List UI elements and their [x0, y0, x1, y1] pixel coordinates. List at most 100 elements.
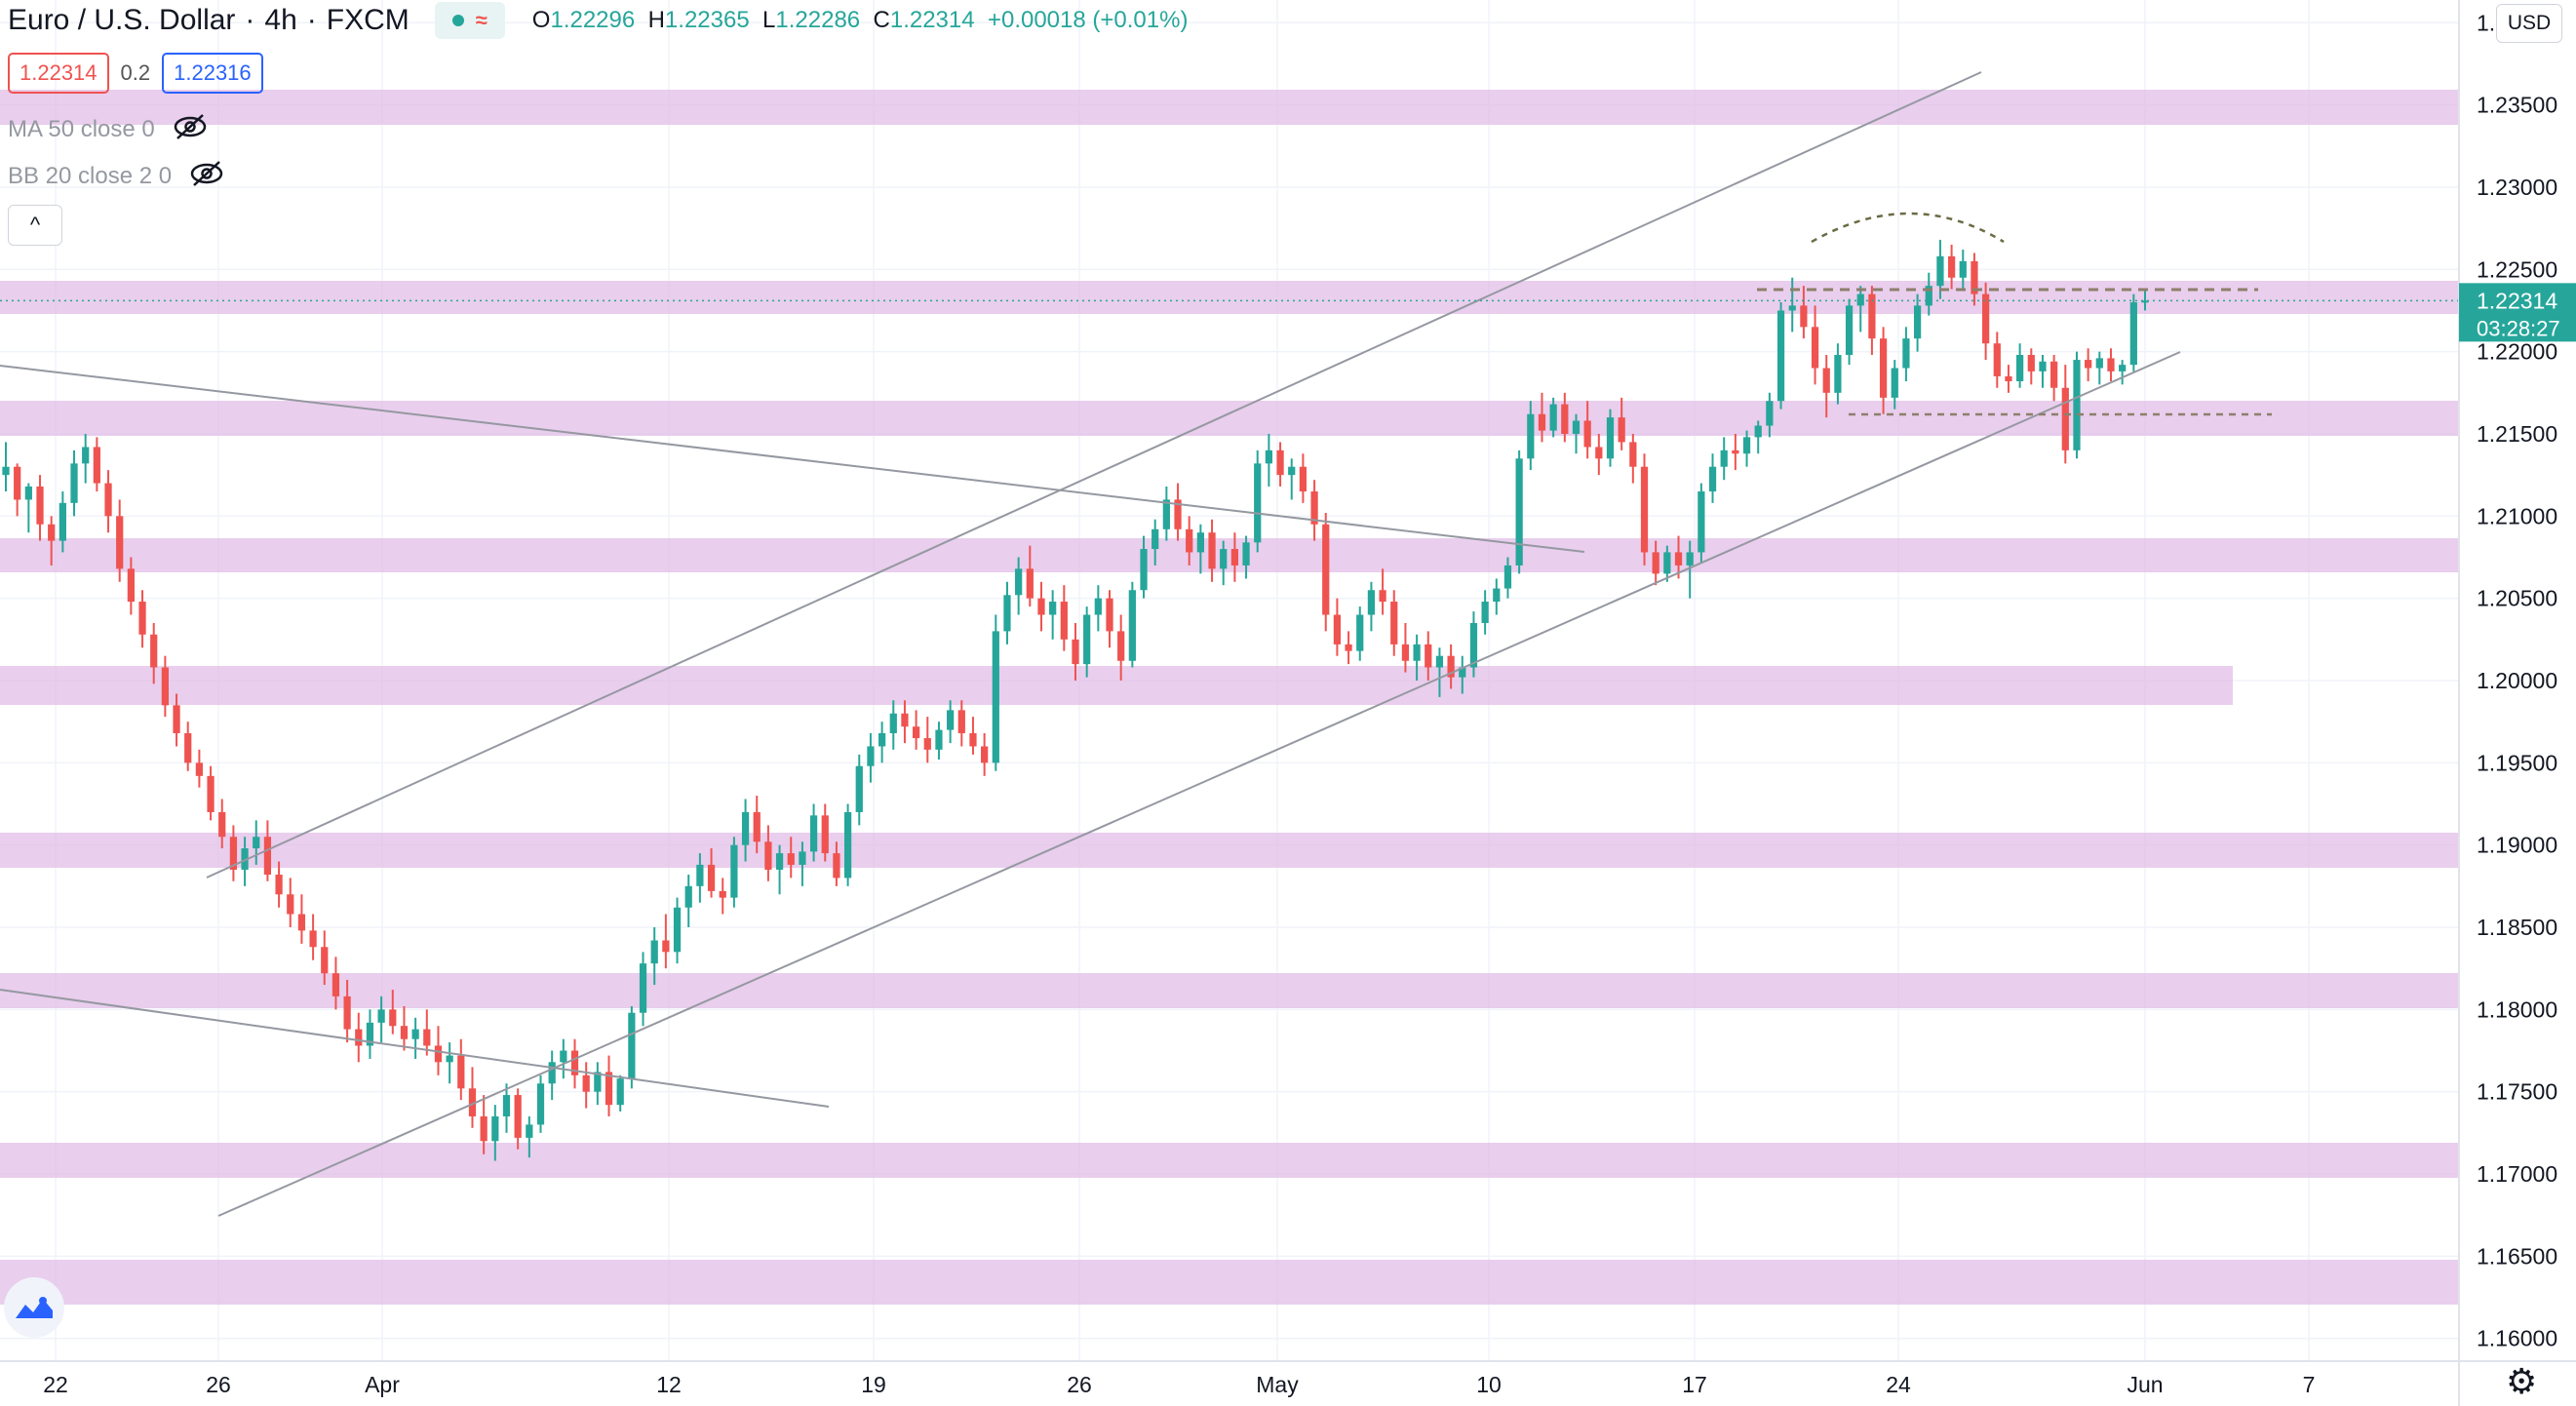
candle-body — [1527, 413, 1535, 459]
high-value: 1.22365 — [664, 7, 750, 33]
candle-body — [297, 914, 306, 931]
candle-body — [1333, 614, 1342, 644]
candle-body — [684, 885, 692, 908]
tradingview-logo-icon — [16, 1297, 53, 1318]
sr-zone — [0, 973, 2459, 1008]
candle-body — [321, 947, 329, 974]
tradingview-logo[interactable] — [4, 1277, 64, 1338]
candle-body — [400, 1026, 409, 1039]
candle-body — [2039, 361, 2047, 371]
candle-body — [24, 486, 32, 500]
sr-zone — [0, 833, 2459, 868]
candle-body — [1698, 491, 1705, 553]
candle-body — [2085, 360, 2092, 369]
indicator-bb-label: BB 20 close 2 0 — [8, 162, 173, 189]
eye-off-icon[interactable] — [173, 113, 208, 145]
candle-body — [662, 940, 670, 953]
candle-body — [514, 1095, 522, 1138]
buy-price-button[interactable]: 1.22316 — [162, 53, 263, 94]
time-tick-label: Apr — [365, 1372, 400, 1397]
settings-gear-icon[interactable]: ⚙ — [2506, 1361, 2538, 1401]
time-tick-label: Jun — [2127, 1372, 2163, 1397]
candle-body — [1674, 552, 1683, 566]
candle-body — [1663, 552, 1671, 574]
candle-body — [173, 705, 180, 733]
candle-body — [1220, 549, 1228, 569]
sell-price-button[interactable]: 1.22314 — [8, 53, 109, 94]
candle-body — [36, 486, 44, 525]
candle-body — [48, 524, 56, 541]
candle-body — [70, 463, 78, 503]
candle-body — [1425, 644, 1432, 668]
currency-button[interactable]: USD — [2496, 4, 2562, 43]
candle-body — [491, 1115, 499, 1142]
candle-body — [1583, 420, 1591, 448]
candle-body — [947, 710, 955, 730]
collapse-legend-button[interactable]: ^ — [8, 205, 62, 246]
candle-body — [1299, 466, 1308, 492]
candle-body — [1561, 404, 1569, 434]
candle-body — [1094, 598, 1102, 615]
candle-body — [1686, 552, 1694, 566]
time-tick-label: 19 — [861, 1372, 886, 1397]
candle-body — [2107, 358, 2115, 371]
candle-body — [1435, 655, 1444, 668]
spread-value: 0.2 — [120, 60, 151, 85]
candle-body — [1572, 420, 1581, 434]
candle-body — [650, 940, 658, 964]
sr-zone — [0, 538, 2459, 572]
candle-body — [1618, 417, 1625, 443]
price-tick-label: 1.23000 — [2477, 175, 2557, 200]
chevron-up-icon: ^ — [29, 213, 41, 237]
candle-body — [1549, 404, 1557, 431]
candle-body — [2, 466, 10, 476]
ohlc-readout: O1.22296 H1.22365 L1.22286 C1.22314 +0.0… — [532, 7, 1189, 34]
time-tick-label: 17 — [1682, 1372, 1707, 1397]
candle-body — [1356, 614, 1364, 651]
candle-body — [377, 1009, 385, 1023]
candle-body — [1595, 447, 1603, 459]
exchange-label: FXCM — [326, 4, 410, 36]
candle-body — [878, 732, 886, 747]
candle-body — [1959, 260, 1967, 278]
candle-body — [1822, 368, 1830, 393]
high-label: H — [647, 7, 665, 33]
timeframe-label[interactable]: 4h — [264, 4, 297, 36]
candle-body — [423, 1029, 431, 1046]
market-status-button[interactable]: ≈ — [434, 2, 505, 39]
candle-body — [184, 732, 192, 763]
sr-zone — [0, 401, 2459, 436]
separator: · — [306, 4, 317, 36]
candle-body — [309, 930, 317, 948]
candle-body — [1515, 458, 1523, 566]
candle-body — [389, 1009, 397, 1027]
symbol-title[interactable]: Euro / U.S. Dollar — [8, 4, 236, 36]
candle-body — [1254, 463, 1262, 543]
candle-body — [1060, 602, 1068, 640]
candle-body — [1834, 355, 1842, 393]
candle-body — [1811, 327, 1819, 369]
price-tick-label: 1.23500 — [2477, 93, 2557, 118]
candle-body — [639, 963, 647, 1013]
candle-body — [275, 875, 283, 895]
sr-zone — [0, 90, 2459, 125]
indicator-bb-row[interactable]: BB 20 close 2 0 — [8, 160, 224, 192]
price-tag — [2459, 283, 2576, 342]
time-tick-label: 10 — [1476, 1372, 1502, 1397]
sr-zone — [0, 1260, 2459, 1305]
descending-trend-line-lower — [0, 989, 830, 1108]
candle-body — [241, 848, 249, 870]
price-tick-label: 1.16500 — [2477, 1243, 2557, 1269]
candle-body — [218, 811, 226, 838]
time-tick-label: 26 — [1067, 1372, 1092, 1397]
candle-body — [787, 853, 795, 865]
candle-body — [1776, 310, 1785, 402]
time-tick-label: 24 — [1886, 1372, 1911, 1397]
time-tick-label: May — [1256, 1372, 1299, 1397]
candle-body — [253, 837, 260, 849]
eye-off-icon[interactable] — [189, 160, 224, 192]
candle-body — [343, 996, 351, 1030]
indicator-ma-row[interactable]: MA 50 close 0 — [8, 113, 208, 145]
candle-body — [1902, 338, 1910, 369]
